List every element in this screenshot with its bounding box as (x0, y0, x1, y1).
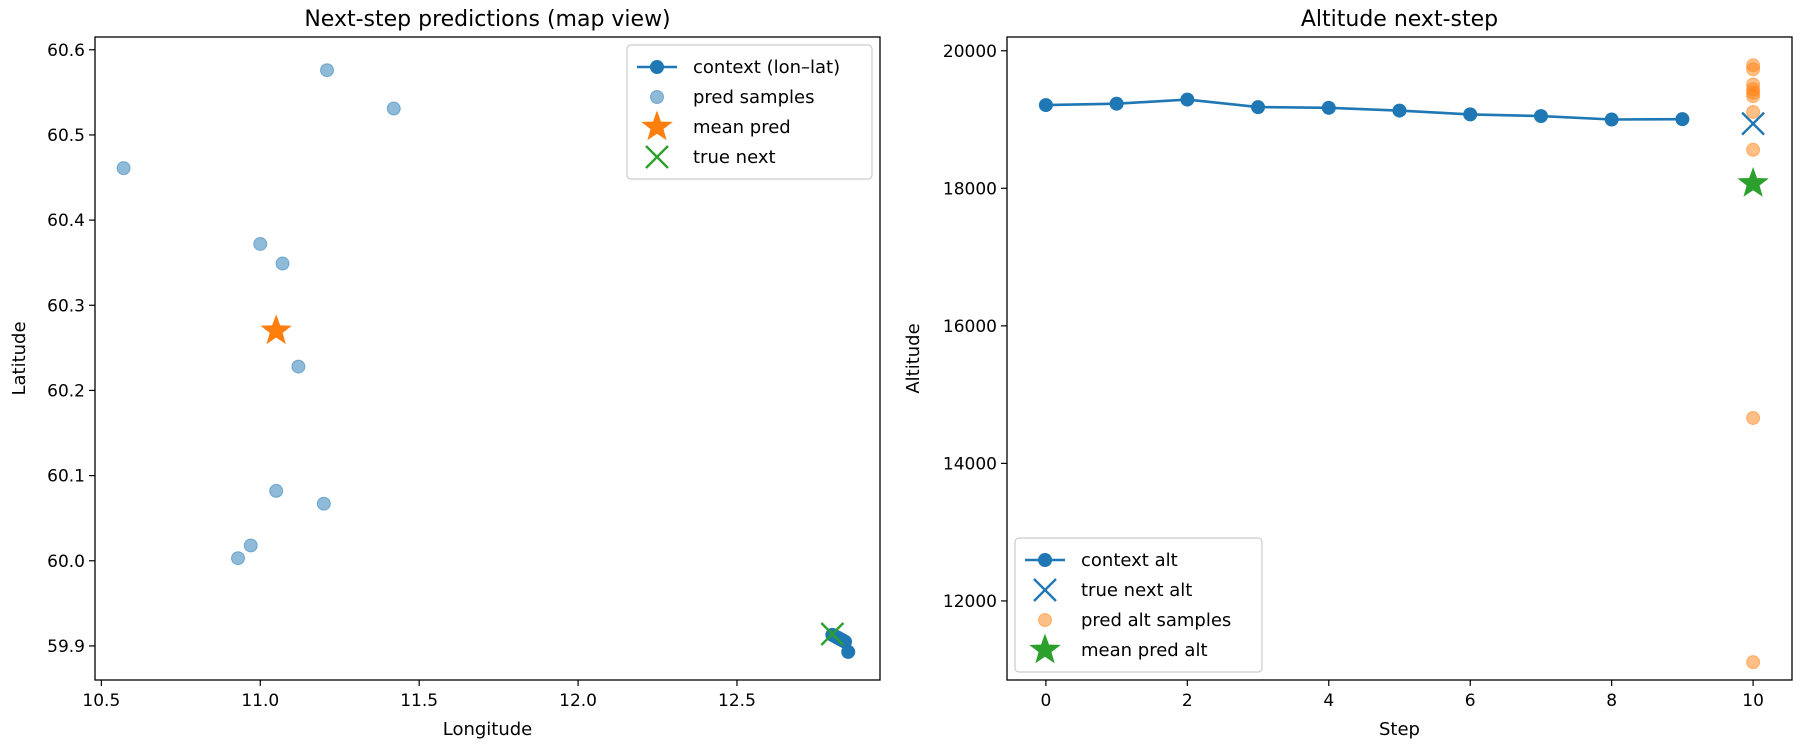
map-y-tick-label: 60.5 (47, 126, 85, 146)
map-data-point (386, 101, 401, 116)
map-y-tick-label: 60.1 (47, 467, 85, 487)
alt-series-2 (1746, 58, 1761, 670)
map-y-tick-label: 60.6 (47, 41, 85, 61)
alt-data-point (1746, 410, 1761, 425)
map-data-point (116, 161, 131, 176)
map-legend-swatch-marker (650, 60, 664, 74)
alt-data-point (1533, 109, 1548, 124)
map-x-tick-label: 10.5 (82, 691, 120, 711)
alt-legend-swatch-marker (1029, 633, 1061, 664)
alt-legend-swatch-marker (1038, 613, 1052, 627)
map-data-point (320, 63, 335, 78)
map-x-tick-label: 12.0 (559, 691, 597, 711)
alt-data-point (1604, 112, 1619, 127)
alt-legend-label: context alt (1081, 550, 1178, 571)
map-data-point (820, 622, 845, 646)
map-series-3 (820, 622, 845, 646)
map-data-point (316, 496, 331, 511)
map-legend-swatch-marker (650, 90, 664, 104)
map-legend-swatch-marker (641, 110, 673, 141)
map-legend-label: true next (693, 147, 776, 168)
alt-data-point (1746, 655, 1761, 670)
map-series-2 (260, 314, 292, 345)
alt-data-point (1737, 167, 1769, 197)
alt-series-1 (1741, 111, 1765, 136)
map-y-tick-label: 60.4 (47, 211, 85, 231)
alt-data-point (1392, 103, 1407, 118)
alt-data-point (1746, 104, 1761, 119)
map-y-tick-label: 60.2 (47, 381, 85, 401)
map-legend-swatch-marker (645, 145, 669, 169)
alt-data-point (1675, 112, 1690, 127)
map-view-panel: Next-step predictions (map view) 10.5 11.0… (9, 7, 881, 740)
alt-y-tick-label: 14000 (943, 454, 997, 474)
alt-legend-label: true next alt (1081, 580, 1192, 601)
map-plot-frame (94, 36, 881, 681)
map-legend-box (626, 44, 873, 180)
alt-data-point (1109, 96, 1124, 111)
alt-legend-label: pred alt samples (1081, 610, 1231, 631)
alt-y-tick-label: 18000 (943, 179, 997, 199)
map-data-point (269, 483, 284, 498)
alt-x-tick-label: 8 (1606, 691, 1617, 711)
map-legend-label: pred samples (693, 87, 814, 108)
map-x-tick-label: 11.0 (241, 691, 279, 711)
alt-legend-swatch-marker-stroke-b (1033, 578, 1057, 602)
map-data-point (291, 359, 306, 374)
map-legend: context (lon–lat) pred samples mean pred tr… (626, 44, 873, 180)
alt-data-point (1746, 142, 1761, 157)
alt-data-point (1746, 89, 1761, 104)
alt-plot-frame (1006, 36, 1793, 681)
alt-x-axis-label: Step (1379, 719, 1420, 740)
map-legend-label: mean pred (693, 117, 791, 138)
alt-legend: context alt true next alt pred alt samples… (1014, 537, 1263, 673)
map-data-point (253, 236, 268, 251)
map-x-axis-label: Longitude (443, 719, 533, 740)
map-x-tick-label: 12.5 (718, 691, 756, 711)
alt-data-point (1321, 100, 1336, 115)
alt-data-point (1463, 107, 1478, 122)
map-y-tick-label: 59.9 (47, 637, 85, 657)
alt-x-tick-label: 2 (1182, 691, 1193, 711)
alt-y-tick-label: 12000 (943, 592, 997, 612)
alt-x-tick-label: 0 (1040, 691, 1051, 711)
alt-data-point (1038, 98, 1053, 113)
alt-legend-swatch-marker (1033, 578, 1057, 602)
alt-x-tick-label: 4 (1323, 691, 1334, 711)
map-chart-title: Next-step predictions (map view) (304, 7, 670, 32)
alt-data-point (1746, 62, 1761, 77)
map-data-point-stroke-b (820, 622, 845, 646)
map-data-point (841, 644, 856, 659)
altitude-panel: Altitude next-step 0 2 4 6 8 10 12000 14000 16000… (903, 7, 1793, 740)
alt-data-point (1741, 111, 1765, 136)
map-legend-label: context (lon–lat) (693, 57, 840, 78)
alt-x-tick-label: 6 (1465, 691, 1476, 711)
alt-legend-label: mean pred alt (1081, 640, 1208, 661)
alt-data-point-stroke-b (1741, 111, 1765, 136)
map-y-tick-label: 60.0 (47, 552, 85, 572)
map-data-point (275, 256, 290, 271)
alt-y-tick-label: 20000 (943, 42, 997, 62)
alt-chart-title: Altitude next-step (1301, 7, 1498, 32)
alt-series-3 (1737, 167, 1769, 197)
alt-legend-swatch-marker (1038, 553, 1052, 567)
alt-series-line (1045, 98, 1683, 121)
map-y-tick-label: 60.3 (47, 296, 85, 316)
map-data-point (231, 551, 246, 566)
map-data-point (243, 538, 258, 553)
alt-y-tick-label: 16000 (943, 317, 997, 337)
alt-y-axis-label: Altitude (903, 323, 924, 393)
alt-data-point (1251, 100, 1266, 115)
alt-x-tick-label: 10 (1742, 691, 1764, 711)
map-legend-swatch-marker-stroke-b (645, 145, 669, 169)
alt-series-0 (1038, 92, 1690, 127)
map-series-1 (116, 63, 401, 566)
map-data-point (260, 314, 292, 345)
alt-legend-box (1014, 537, 1263, 673)
map-y-axis-label: Latitude (9, 321, 30, 395)
map-x-tick-label: 11.5 (400, 691, 438, 711)
alt-data-point (1180, 92, 1195, 107)
